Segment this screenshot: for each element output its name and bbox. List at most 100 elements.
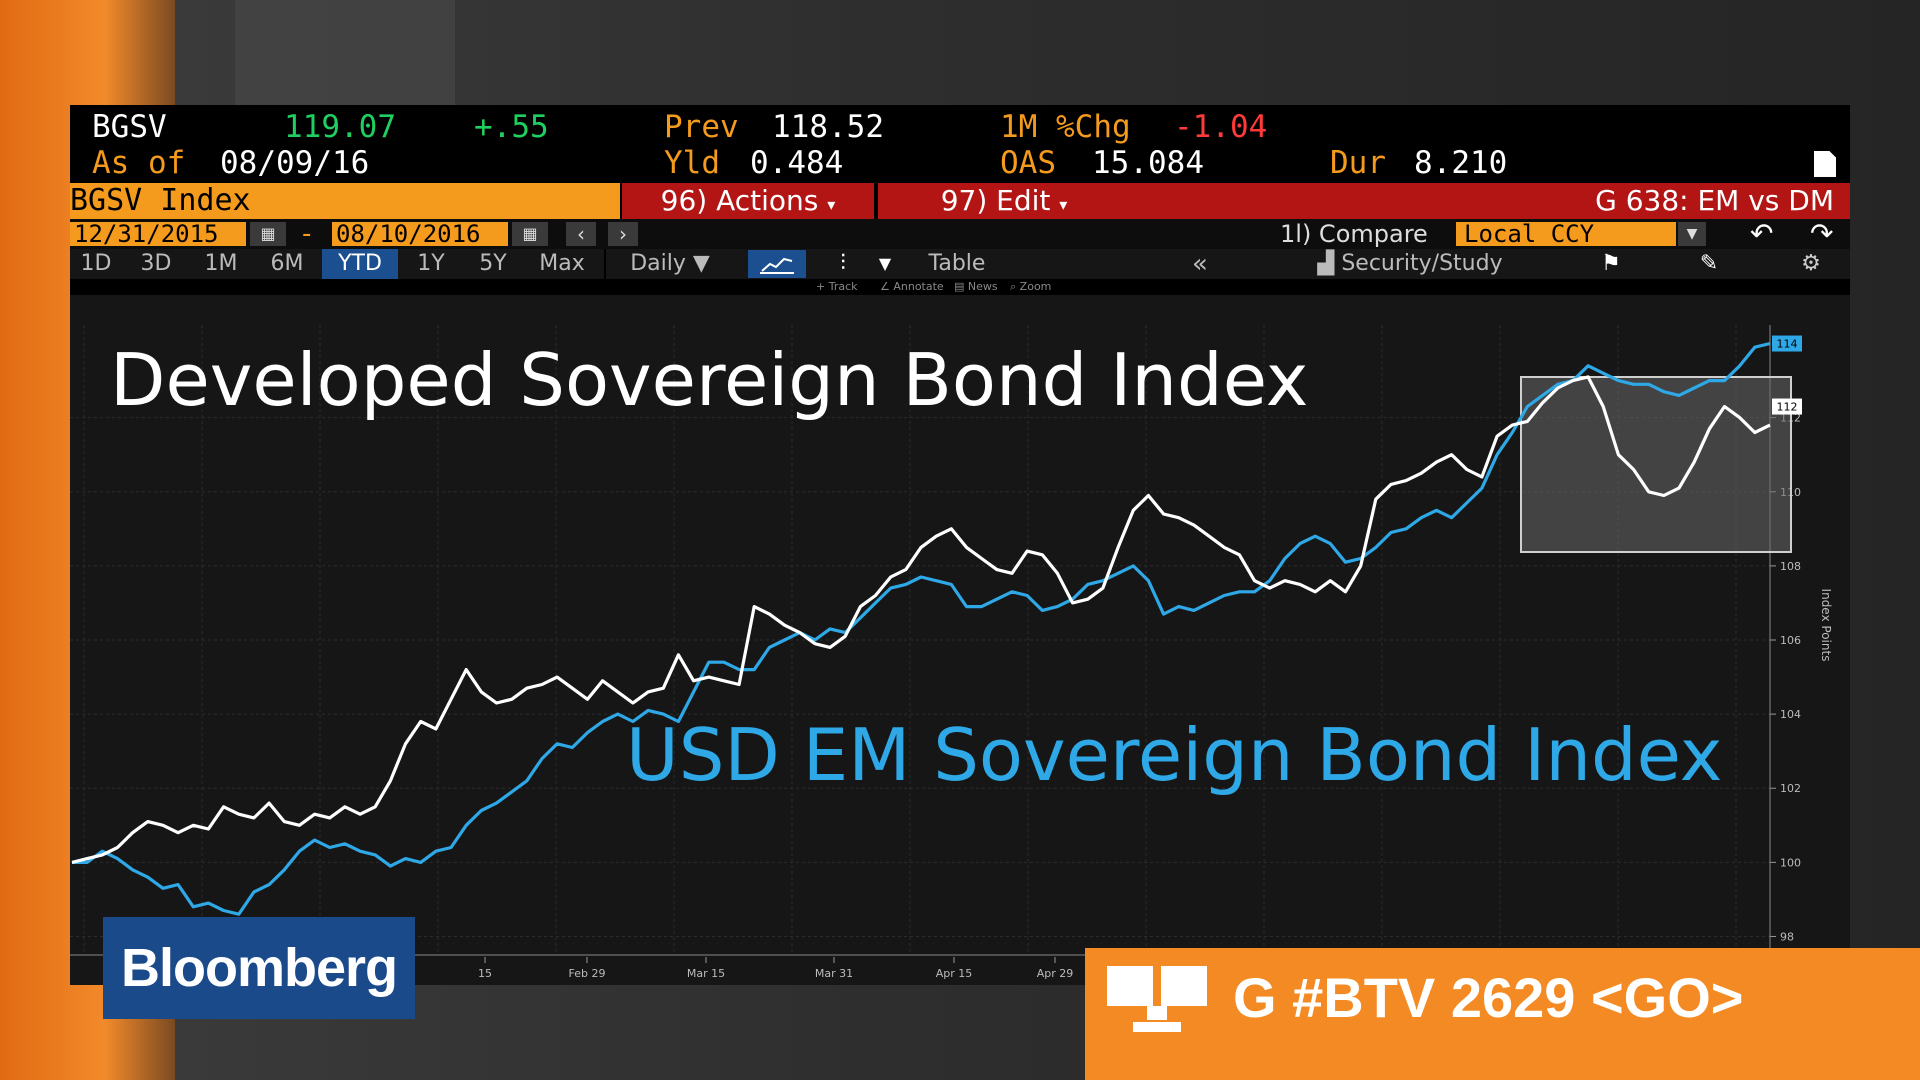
oas-value: 15.084 xyxy=(1092,145,1204,181)
study-icon: ▟ xyxy=(1317,251,1335,276)
month-change-value: -1.04 xyxy=(1174,109,1268,145)
series-line-em xyxy=(72,341,1771,916)
annotation-developed: Developed Sovereign Bond Index xyxy=(110,338,1308,422)
chevron-down-icon[interactable]: ▼ xyxy=(1678,222,1706,246)
start-date-input[interactable]: 12/31/2015 xyxy=(70,222,246,246)
ticker: BGSV xyxy=(92,109,167,145)
btv-command: G #BTV 2629 <GO> xyxy=(1233,966,1744,1029)
end-date-input[interactable]: 08/10/2016 xyxy=(332,222,508,246)
annotate-label: Annotate xyxy=(893,280,944,293)
export-icon[interactable] xyxy=(1814,151,1836,177)
y-tick-label: 108 xyxy=(1780,560,1801,573)
yield-label: Yld xyxy=(664,145,720,181)
prev-period-button[interactable]: ‹ xyxy=(566,222,596,246)
tab-1m[interactable]: 1M xyxy=(204,251,238,276)
calendar-icon[interactable]: ▦ xyxy=(512,222,548,246)
net-change: +.55 xyxy=(474,109,549,145)
tab-1d[interactable]: 1D xyxy=(80,251,112,276)
last-price: 119.07 xyxy=(284,109,396,145)
btv-banner: G #BTV 2629 <GO> xyxy=(1085,948,1920,1080)
annotate-tool[interactable]: ∠ Annotate xyxy=(880,280,944,293)
table-button[interactable]: Table xyxy=(928,251,986,276)
zoom-label: Zoom xyxy=(1019,280,1052,293)
track-label: Track xyxy=(828,280,858,293)
chevron-down-icon: ▼ xyxy=(692,251,710,276)
function-bar: BGSV Index 96) Actions ▾ 97) Edit ▾ G 63… xyxy=(70,183,1850,219)
asof-label: As of xyxy=(92,145,186,181)
highlight-box xyxy=(1520,376,1792,553)
line-chart: 98100102104106108110112Index Points11411… xyxy=(70,325,1833,985)
chevron-down-icon[interactable]: ▼ xyxy=(878,254,892,273)
y-axis-label: Index Points xyxy=(1819,589,1833,662)
date-separator: - xyxy=(302,219,312,249)
x-tick-label: Feb 29 xyxy=(569,967,606,980)
chevron-down-icon: ▾ xyxy=(827,195,836,214)
studio-light-panel xyxy=(235,0,455,110)
quote-header: BGSV 119.07 +.55 Prev 118.52 1M %Chg -1.… xyxy=(70,105,1850,183)
gear-icon[interactable]: ⚙ xyxy=(1801,251,1821,276)
duration-value: 8.210 xyxy=(1414,145,1508,181)
security-study-button[interactable]: ▟ Security/Study xyxy=(1290,249,1530,279)
last-value-label: 114 xyxy=(1777,338,1798,351)
chart-tools-bar: + Track ∠ Annotate ▤ News ⌕ Zoom xyxy=(70,279,1850,295)
redo-icon[interactable]: ↷ xyxy=(1810,217,1834,250)
last-value-label: 112 xyxy=(1777,401,1798,414)
line-chart-icon[interactable] xyxy=(748,250,806,278)
divider xyxy=(874,183,878,219)
x-tick-label: Apr 15 xyxy=(936,967,973,980)
y-tick-label: 100 xyxy=(1780,856,1801,869)
month-change-label: 1M %Chg xyxy=(1000,109,1131,145)
bar-chart-icon[interactable]: ⫶ xyxy=(840,251,846,276)
y-tick-label: 102 xyxy=(1780,782,1801,795)
prev-label: Prev xyxy=(664,109,739,145)
edit-icon[interactable]: ✎ xyxy=(1699,251,1719,276)
oas-label: OAS xyxy=(1000,145,1056,181)
security-study-label: Security/Study xyxy=(1341,251,1503,276)
series-line-developed xyxy=(71,375,1771,864)
y-tick-label: 104 xyxy=(1780,708,1801,721)
undo-icon[interactable]: ↶ xyxy=(1750,217,1774,250)
terminal-icon xyxy=(1107,966,1207,1032)
x-axis-label: 2016 xyxy=(991,983,1019,985)
tab-6m[interactable]: 6M xyxy=(270,251,304,276)
x-tick-label: Apr 29 xyxy=(1037,967,1074,980)
news-tool[interactable]: ▤ News xyxy=(954,280,998,293)
tab-max[interactable]: Max xyxy=(539,251,585,276)
next-period-button[interactable]: › xyxy=(608,222,638,246)
x-tick-label: Mar 31 xyxy=(815,967,853,980)
tab-1y[interactable]: 1Y xyxy=(417,251,445,276)
x-tick-label: Mar 15 xyxy=(687,967,725,980)
actions-label: 96) Actions xyxy=(660,184,819,217)
actions-menu[interactable]: 96) Actions ▾ xyxy=(622,183,874,219)
security-field[interactable]: BGSV Index xyxy=(70,183,620,219)
yield-value: 0.484 xyxy=(750,145,844,181)
zoom-tool[interactable]: ⌕ Zoom xyxy=(1010,280,1052,293)
date-range-bar: 12/31/2015 ▦ - 08/10/2016 ▦ ‹ › 1l) Comp… xyxy=(70,219,1850,249)
duration-label: Dur xyxy=(1330,145,1386,181)
bloomberg-terminal-window: BGSV 119.07 +.55 Prev 118.52 1M %Chg -1.… xyxy=(70,105,1850,985)
frequency-label: Daily xyxy=(630,251,686,276)
collapse-panel-button[interactable]: « xyxy=(1192,249,1208,279)
tab-3d[interactable]: 3D xyxy=(140,251,172,276)
edit-menu[interactable]: 97) Edit ▾ xyxy=(878,183,1130,219)
tab-5y[interactable]: 5Y xyxy=(479,251,507,276)
track-tool[interactable]: + Track xyxy=(816,280,858,293)
tab-ytd[interactable]: YTD xyxy=(322,249,398,279)
prev-value: 118.52 xyxy=(772,109,884,145)
compare-button[interactable]: 1l) Compare xyxy=(1280,220,1428,248)
flag-icon[interactable]: ⚑ xyxy=(1601,251,1621,276)
chart-title-bar: G 638: EM vs DM xyxy=(1130,183,1850,219)
calendar-icon[interactable]: ▦ xyxy=(250,222,286,246)
y-tick-label: 98 xyxy=(1780,930,1794,943)
edit-label: 97) Edit xyxy=(940,184,1051,217)
divider xyxy=(604,249,606,279)
chevron-down-icon: ▾ xyxy=(1059,195,1068,214)
currency-select[interactable]: Local CCY xyxy=(1456,222,1676,246)
y-tick-label: 106 xyxy=(1780,634,1801,647)
bloomberg-logo: Bloomberg xyxy=(103,917,415,1019)
last-value-badge xyxy=(1772,398,1802,415)
annotation-em: USD EM Sovereign Bond Index xyxy=(626,713,1722,797)
frequency-select[interactable]: Daily ▼ xyxy=(612,249,728,279)
chart-title: G 638: EM vs DM xyxy=(1595,184,1834,217)
range-tab-bar: 1D 3D 1M 6M YTD 1Y 5Y Max Daily ▼ ⫶ ▼ Ta… xyxy=(70,249,1850,279)
